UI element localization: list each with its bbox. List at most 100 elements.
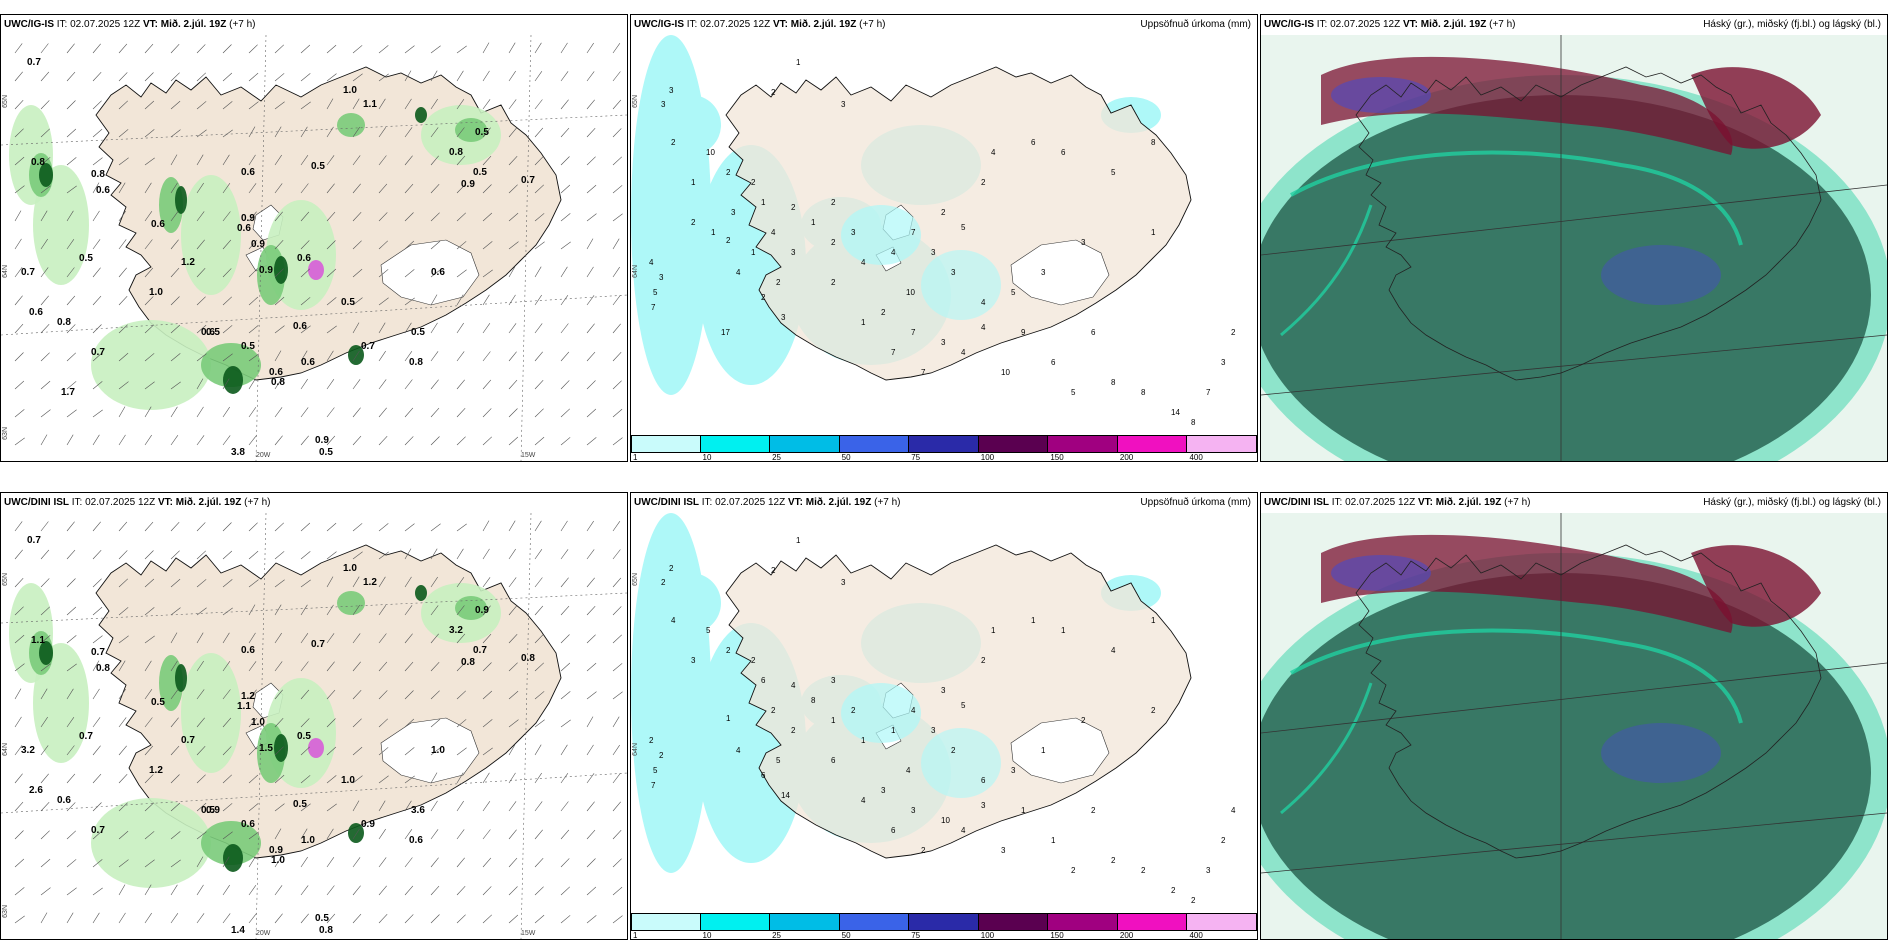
wind-barb	[352, 211, 362, 222]
value-label: 0.8	[57, 317, 71, 328]
value-label: 2	[751, 656, 756, 665]
value-label: 0.6	[269, 367, 283, 378]
wind-barb	[66, 128, 77, 138]
wind-barb	[144, 831, 155, 840]
value-label: 1	[691, 178, 696, 187]
wind-barb	[118, 43, 128, 54]
wind-barb	[40, 352, 50, 362]
precip-area	[337, 591, 365, 615]
wind-barb	[612, 577, 622, 588]
value-label: 1	[711, 228, 716, 237]
wind-barb	[40, 409, 51, 418]
wind-barb	[92, 409, 103, 418]
wind-barb	[482, 633, 492, 644]
value-label: 0.6	[241, 819, 255, 830]
colorbar-tick-label: 200	[1119, 453, 1134, 462]
wind-barb	[170, 578, 181, 588]
wind-barb	[404, 548, 412, 560]
wind-barb	[118, 830, 129, 840]
value-label: 6	[981, 776, 986, 785]
value-label: 1	[861, 736, 866, 745]
wind-barb	[508, 801, 517, 812]
wind-barb	[274, 73, 285, 82]
wind-barb	[430, 436, 440, 446]
wind-barb	[170, 296, 180, 306]
wind-barb	[248, 154, 256, 166]
wind-barb	[456, 322, 464, 334]
wind-barb	[430, 800, 438, 812]
wind-barb	[66, 773, 76, 784]
wind-barb	[560, 156, 570, 166]
wind-barb	[300, 240, 310, 250]
wind-barb	[378, 857, 387, 868]
wind-barb	[14, 437, 25, 446]
wind-barb	[248, 407, 257, 418]
wind-barb	[326, 661, 335, 672]
wind-barb	[66, 239, 75, 250]
wind-barb	[14, 887, 25, 896]
wind-barb	[378, 690, 388, 700]
value-label: 2	[776, 278, 781, 287]
value-label: 0.8	[91, 169, 105, 180]
wind-barb	[378, 633, 387, 644]
graticule-line	[1261, 662, 1887, 734]
value-label: 2	[1081, 716, 1086, 725]
value-label: 2	[831, 278, 836, 287]
wind-barb	[456, 351, 465, 362]
panel-header: UWC/DINI ISL IT: 02.07.2025 12Z VT: Mið.…	[4, 497, 271, 508]
wind-barb	[456, 662, 466, 672]
value-label: 0.7	[521, 175, 535, 186]
wind-barb	[534, 408, 544, 418]
wind-barb	[534, 719, 545, 728]
value-label: 0.6	[201, 327, 215, 338]
graticule-line	[520, 35, 532, 461]
precip-area	[91, 798, 211, 888]
value-label: 2	[771, 566, 776, 575]
wind-barb	[482, 436, 493, 446]
wind-barb	[560, 184, 571, 194]
wind-barb	[144, 129, 155, 138]
wind-barb	[222, 44, 232, 54]
wind-barb	[248, 913, 257, 924]
wind-barb	[248, 72, 259, 82]
wind-barb	[404, 98, 412, 110]
wind-barb	[352, 718, 362, 728]
wind-barb	[352, 73, 363, 82]
wind-barb	[118, 859, 129, 868]
cloud-cover-map	[1261, 35, 1887, 461]
wind-barb	[14, 915, 25, 924]
colorbar-tick-label: 50	[841, 931, 851, 940]
wind-barb	[40, 745, 49, 756]
low-cloud-area	[1261, 95, 1871, 461]
wind-barb	[92, 773, 102, 784]
wind-barb	[586, 634, 596, 644]
value-label: 5	[653, 766, 658, 775]
wind-barb	[196, 856, 204, 868]
wind-barb	[456, 772, 464, 784]
wind-barb	[352, 576, 360, 588]
wind-barb	[378, 661, 388, 672]
wind-barb	[144, 43, 154, 54]
wind-barb	[14, 71, 23, 82]
wind-barb	[144, 717, 153, 728]
wind-barb	[118, 745, 127, 756]
wind-barb	[404, 269, 415, 278]
value-label: 5	[653, 288, 658, 297]
wind-barb	[300, 435, 309, 446]
wind-barb	[222, 746, 232, 756]
value-label: 0.6	[241, 167, 255, 178]
value-label: 0.7	[21, 267, 35, 278]
wind-barb	[508, 857, 518, 868]
value-label: 0.8	[31, 157, 45, 168]
wind-barb	[196, 44, 206, 54]
wind-barb	[560, 719, 571, 728]
wind-barb	[352, 155, 361, 166]
wind-barb	[248, 856, 256, 868]
wind-barb	[170, 745, 180, 756]
value-label: 3	[831, 676, 836, 685]
wind-barb	[92, 434, 100, 446]
wind-barb	[118, 352, 129, 362]
wind-barb	[40, 380, 51, 390]
wind-barb	[534, 241, 545, 250]
value-label: 0.5	[79, 253, 93, 264]
